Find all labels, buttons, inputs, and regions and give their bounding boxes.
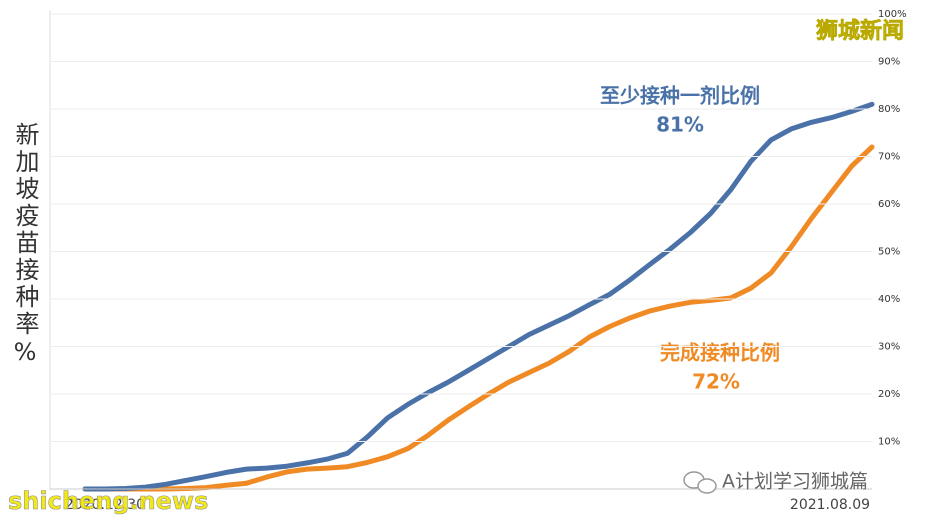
- series-end-label: 72%: [692, 370, 740, 394]
- series-label: 至少接种一剂比例: [600, 84, 760, 108]
- y-tick-label: 70%: [878, 152, 900, 163]
- y-tick-label: 10%: [878, 437, 900, 448]
- y-axis-label: 新加坡疫苗接种率%: [11, 122, 39, 369]
- x-tick-label: 2020.12.30: [65, 497, 145, 513]
- y-tick-label: 30%: [878, 342, 900, 353]
- y-tick-label: 20%: [878, 389, 900, 400]
- y-tick-label: 80%: [878, 104, 900, 115]
- y-tick-label: 100%: [878, 9, 907, 20]
- series-end-label: 81%: [656, 113, 704, 137]
- watermark: shicheng.news: [8, 487, 208, 515]
- x-tick-label: 2021.08.09: [790, 497, 870, 513]
- watermark: 狮城新闻: [816, 18, 904, 44]
- y-tick-label: 60%: [878, 199, 900, 210]
- series-label: 完成接种比例: [660, 341, 780, 365]
- series-line: [82, 144, 875, 492]
- y-tick-label: 50%: [878, 247, 900, 258]
- y-tick-label: 90%: [878, 57, 900, 68]
- series-line: [82, 101, 875, 492]
- wechat-icon: [683, 471, 717, 494]
- watermark: A计划学习狮城篇: [722, 471, 868, 493]
- y-tick-label: 40%: [878, 294, 900, 305]
